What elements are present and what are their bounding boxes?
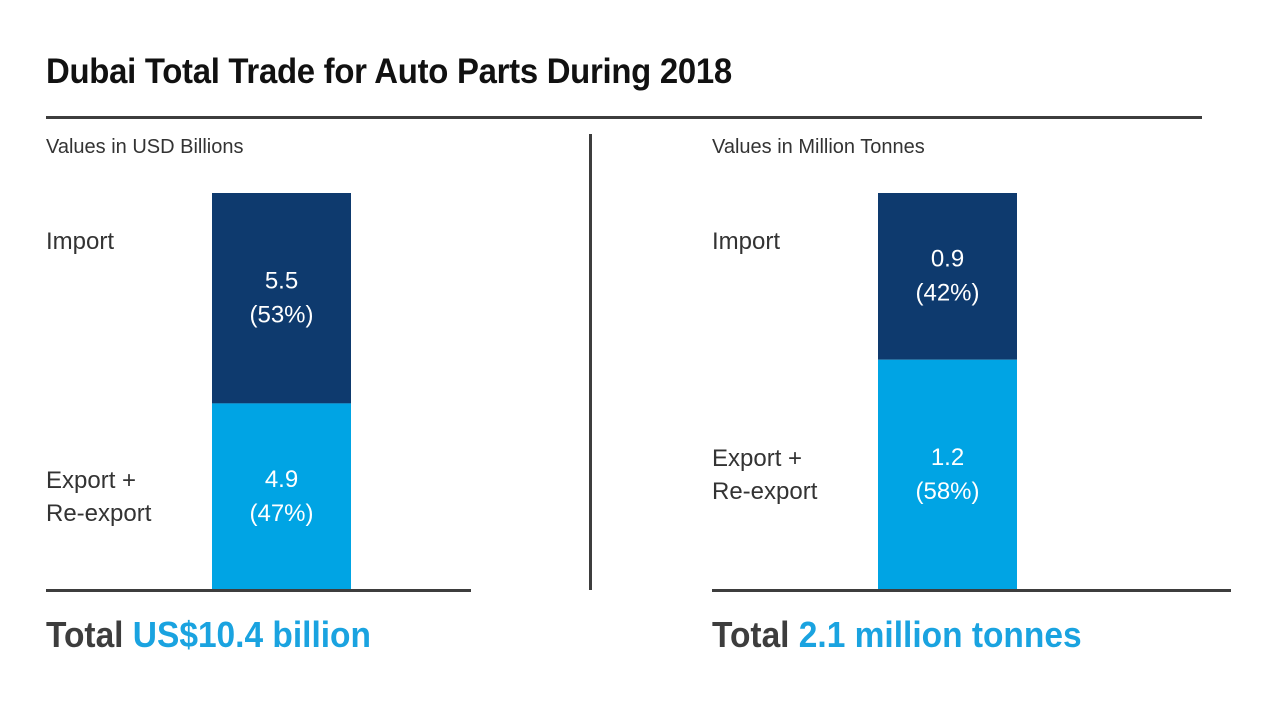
tonnes-total-word: Total — [712, 614, 790, 655]
tonnes-import-label: Import — [712, 228, 781, 255]
usd-bar-segment-import — [212, 193, 351, 404]
usd-total: Total US$10.4 billion — [46, 614, 371, 656]
tonnes-panel: Values in Million Tonnes Import Export +… — [666, 0, 1256, 720]
tonnes-bar-segment-import — [878, 193, 1017, 360]
usd-import-label: Import — [46, 228, 115, 255]
usd-panel: Values in USD Billions Import Export + Re… — [0, 0, 590, 720]
usd-total-value: US$10.4 billion — [132, 614, 371, 655]
tonnes-stacked-bar: 0.9 (42%) 1.2 (58%) — [878, 193, 1017, 590]
usd-import-pct-label: (53%) — [249, 302, 313, 329]
tonnes-panel-subtitle: Values in Million Tonnes — [712, 136, 925, 158]
tonnes-export-pct-label: (58%) — [915, 478, 979, 505]
chart-title: Dubai Total Trade for Auto Parts During … — [46, 52, 732, 91]
tonnes-bar-segment-export — [878, 359, 1017, 590]
tonnes-total: Total 2.1 million tonnes — [712, 614, 1082, 656]
usd-total-word: Total — [46, 614, 124, 655]
tonnes-total-value: 2.1 million tonnes — [798, 614, 1082, 655]
usd-stacked-bar: 5.5 (53%) 4.9 (47%) — [212, 193, 351, 590]
tonnes-import-pct-label: (42%) — [915, 280, 979, 307]
usd-bar-segment-export — [212, 403, 351, 590]
usd-baseline — [46, 589, 471, 592]
title-rule — [46, 116, 1202, 119]
tonnes-import-value-label: 0.9 — [931, 246, 964, 273]
usd-panel-subtitle: Values in USD Billions — [46, 136, 244, 158]
usd-export-value-label: 4.9 — [265, 466, 298, 493]
panel-divider — [589, 134, 592, 590]
usd-export-pct-label: (47%) — [249, 500, 313, 527]
tonnes-export-label: Export + Re-export — [712, 444, 818, 505]
usd-export-label: Export + Re-export — [46, 466, 152, 527]
tonnes-baseline — [712, 589, 1231, 592]
tonnes-export-value-label: 1.2 — [931, 444, 964, 471]
usd-import-value-label: 5.5 — [265, 268, 298, 295]
